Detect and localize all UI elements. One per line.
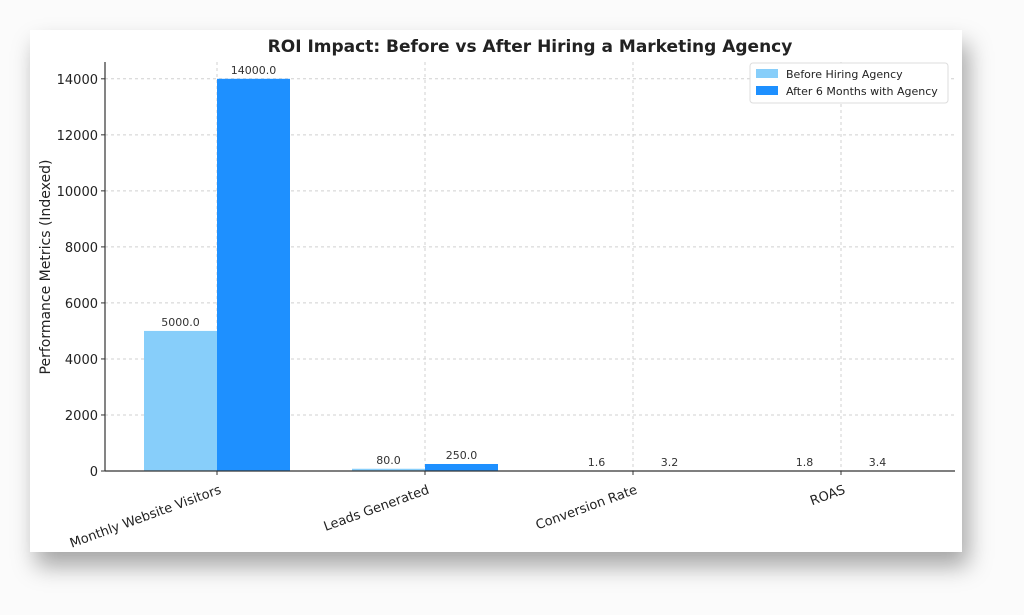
- y-tick-label: 4000: [65, 353, 98, 368]
- legend-swatch: [756, 69, 778, 78]
- y-tick-label: 2000: [65, 409, 98, 424]
- bar-before: [352, 468, 425, 471]
- y-tick-label: 10000: [57, 185, 98, 200]
- x-tick-label: Leads Generated: [322, 483, 432, 535]
- legend: Before Hiring Agency After 6 Months with …: [749, 62, 949, 104]
- data-label: 3.4: [869, 456, 887, 469]
- legend-swatch: [756, 86, 778, 95]
- chart-title: ROI Impact: Before vs After Hiring a Mar…: [268, 37, 793, 57]
- y-axis-label: Performance Metrics (Indexed): [38, 160, 54, 375]
- legend-label: Before Hiring Agency: [786, 68, 903, 81]
- x-tick-label: Conversion Rate: [534, 483, 640, 534]
- x-tick-label: Monthly Website Visitors: [68, 483, 224, 552]
- x-tick-label: ROAS: [808, 483, 847, 509]
- y-tick-label: 8000: [65, 241, 98, 256]
- y-tick-label: 14000: [57, 73, 98, 88]
- data-label: 5000.0: [161, 316, 200, 329]
- data-label: 14000.0: [231, 64, 277, 77]
- data-label: 250.0: [446, 449, 478, 462]
- bar-after: [425, 463, 498, 471]
- y-tick-label: 6000: [65, 297, 98, 312]
- legend-label: After 6 Months with Agency: [786, 85, 938, 98]
- data-label: 1.6: [588, 456, 606, 469]
- y-tick-label: 0: [90, 465, 98, 480]
- bar-before: [144, 330, 217, 471]
- bar-after: [217, 78, 290, 471]
- legend-box: [749, 62, 949, 104]
- axes: 0 2000 4000 6000 8000 10000 12000 14000 Monthly …: [57, 62, 955, 551]
- bars: 5000.0 80.0 1.6 1.8 14000.0 250.0 3.2 3.4: [144, 64, 914, 472]
- data-label: 1.8: [796, 456, 814, 469]
- data-label: 80.0: [376, 454, 401, 467]
- y-tick-label: 12000: [57, 129, 98, 144]
- data-label: 3.2: [661, 456, 679, 469]
